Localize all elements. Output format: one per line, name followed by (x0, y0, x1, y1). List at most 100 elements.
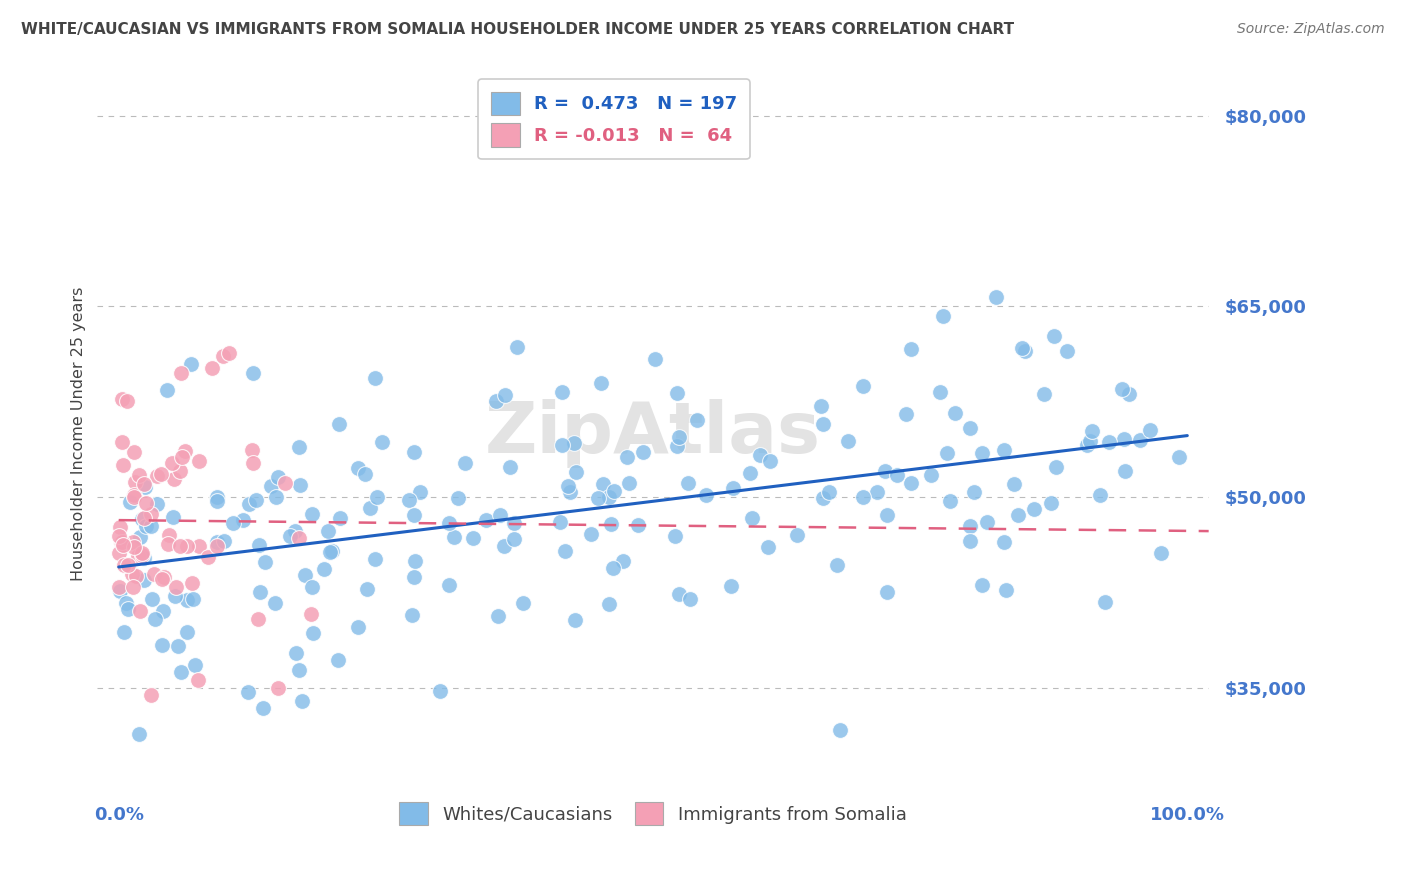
Point (454, 456, 477, 470)
Point (131, 512, 153, 526)
Point (668, 587, 690, 601)
Point (612, 554, 634, 568)
Point (267, 681, 290, 695)
Point (111, 538, 134, 552)
Point (122, 580, 145, 594)
Point (402, 445, 425, 459)
Point (319, 544, 342, 558)
Point (602, 483, 624, 498)
Point (174, 443, 197, 458)
Point (896, 407, 918, 421)
Point (963, 485, 986, 500)
Point (236, 685, 259, 699)
Point (111, 392, 134, 406)
Point (125, 568, 148, 582)
Point (494, 388, 516, 402)
Point (876, 585, 898, 599)
Point (486, 608, 509, 623)
Point (167, 640, 190, 654)
Point (554, 544, 576, 558)
Point (475, 513, 498, 527)
Point (184, 658, 207, 673)
Point (329, 511, 352, 525)
Point (664, 529, 686, 543)
Point (943, 406, 966, 420)
Point (1011, 341, 1033, 355)
Point (485, 393, 508, 408)
Point (180, 357, 202, 371)
Point (741, 511, 763, 525)
Point (162, 510, 184, 524)
Point (187, 673, 209, 688)
Point (364, 551, 387, 566)
Point (316, 524, 339, 538)
Point (252, 700, 274, 714)
Point (284, 646, 307, 660)
Point (245, 493, 267, 508)
Point (240, 442, 263, 457)
Legend: Whites/Caucasians, Immigrants from Somalia: Whites/Caucasians, Immigrants from Somal… (391, 793, 915, 834)
Point (939, 493, 962, 508)
Point (132, 551, 155, 566)
Point (502, 533, 524, 547)
Point (127, 549, 149, 563)
Point (686, 413, 709, 427)
Point (564, 436, 586, 450)
Point (346, 460, 368, 475)
Point (214, 534, 236, 549)
Point (181, 591, 204, 606)
Point (356, 582, 378, 597)
Point (1081, 425, 1104, 439)
Point (548, 516, 571, 530)
Point (993, 443, 1015, 458)
Point (494, 539, 516, 553)
Point (512, 596, 534, 610)
Point (695, 488, 717, 502)
Point (160, 457, 183, 471)
Point (169, 539, 191, 553)
Point (461, 531, 484, 545)
Point (111, 534, 134, 549)
Y-axis label: Householder Income Under 25 years: Householder Income Under 25 years (72, 286, 86, 581)
Point (134, 480, 156, 494)
Point (205, 534, 228, 549)
Point (128, 603, 150, 617)
Point (157, 528, 180, 542)
Point (616, 450, 638, 465)
Point (301, 626, 323, 640)
Point (165, 581, 187, 595)
Point (110, 535, 132, 549)
Point (299, 607, 322, 621)
Text: ZipAtlas: ZipAtlas (485, 400, 821, 468)
Point (112, 558, 135, 572)
Point (721, 481, 744, 495)
Point (592, 477, 614, 491)
Point (920, 467, 942, 482)
Point (666, 385, 689, 400)
Point (1014, 344, 1036, 359)
Point (141, 592, 163, 607)
Point (1098, 434, 1121, 449)
Point (676, 476, 699, 491)
Point (284, 524, 307, 538)
Point (155, 383, 177, 397)
Point (354, 467, 377, 481)
Point (810, 399, 832, 413)
Point (141, 519, 163, 533)
Point (720, 579, 742, 593)
Point (404, 569, 426, 583)
Point (263, 596, 285, 610)
Point (756, 540, 779, 554)
Point (827, 558, 849, 573)
Point (134, 573, 156, 587)
Point (288, 477, 311, 491)
Point (274, 476, 297, 491)
Point (551, 384, 574, 399)
Point (811, 491, 834, 506)
Point (627, 518, 650, 533)
Point (218, 346, 240, 360)
Point (278, 529, 301, 543)
Point (117, 602, 139, 616)
Point (1056, 343, 1078, 358)
Point (238, 497, 260, 511)
